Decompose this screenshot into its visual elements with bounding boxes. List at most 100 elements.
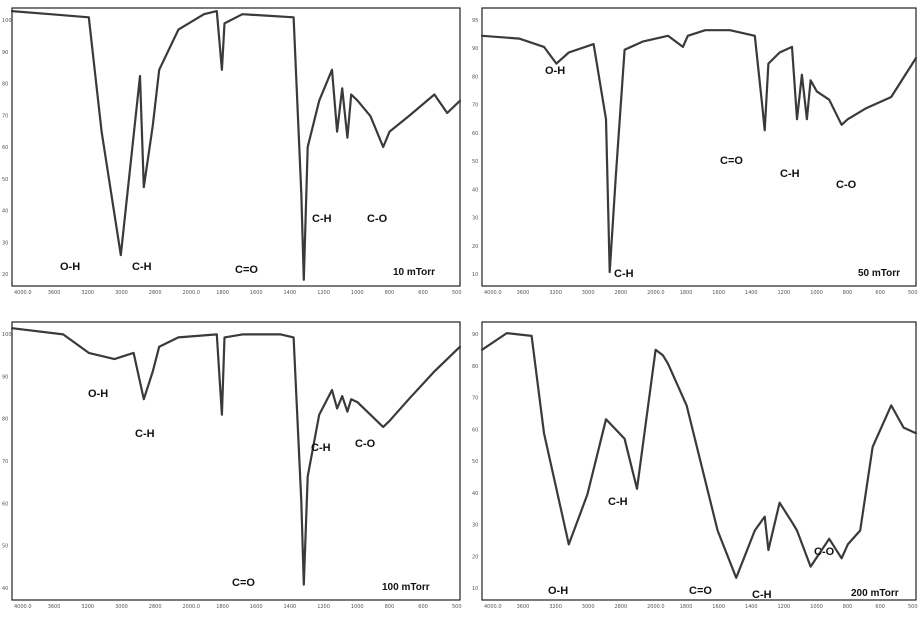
- pressure-label: 100 mTorr: [382, 582, 430, 593]
- x-tick-label: 3200: [549, 290, 562, 296]
- y-tick-label: 90: [472, 332, 478, 338]
- x-tick-label: 500: [908, 604, 918, 610]
- y-tick-label: 60: [2, 145, 8, 151]
- x-tick-label: 1400: [745, 290, 758, 296]
- x-tick-label: 3000: [115, 604, 128, 610]
- x-tick-label: 1200: [317, 604, 330, 610]
- x-tick-label: 3000: [582, 290, 595, 296]
- x-tick-label: 4000.0: [14, 604, 32, 610]
- x-tick-label: 2800: [149, 604, 162, 610]
- x-tick-label: 1400: [284, 604, 297, 610]
- x-tick-label: 4000.0: [484, 604, 502, 610]
- x-tick-labels: 4000.0 3600 3200 3000 2800 2000.0 1800 1600 1400…: [14, 290, 462, 296]
- x-tick-label: 600: [418, 604, 428, 610]
- y-tick-label: 90: [2, 50, 8, 56]
- band-label-c-o-double: C=O: [720, 155, 743, 167]
- x-tick-label: 1000: [810, 290, 823, 296]
- x-tick-label: 600: [875, 290, 885, 296]
- plot-frame: [11, 321, 461, 601]
- x-tick-label: 1800: [216, 290, 229, 296]
- x-tick-label: 1800: [680, 290, 693, 296]
- band-label-c-h: C-H: [132, 261, 152, 273]
- x-tick-label: 500: [908, 290, 918, 296]
- y-tick-label: 20: [472, 554, 478, 560]
- y-tick-label: 80: [2, 82, 8, 88]
- band-label-c-o-single: C-O: [367, 213, 388, 225]
- x-tick-label: 800: [385, 604, 395, 610]
- plot-frame: [11, 7, 461, 287]
- y-tick-label: 95: [472, 18, 478, 24]
- y-tick-labels: 100 90 80 70 60 50 40 30 20: [2, 18, 12, 278]
- x-tick-label: 3200: [549, 604, 562, 610]
- y-tick-label: 90: [2, 374, 8, 380]
- y-tick-label: 40: [2, 209, 8, 215]
- x-tick-label: 3600: [48, 604, 61, 610]
- y-tick-label: 70: [2, 459, 8, 465]
- plot-frame: [481, 321, 917, 601]
- x-tick-labels: 4000.0 3600 3200 3000 2800 2000.0 1800 1600 1400…: [14, 604, 462, 610]
- y-tick-label: 30: [472, 216, 478, 222]
- y-tick-label: 30: [2, 240, 8, 246]
- x-tick-label: 2000.0: [183, 604, 201, 610]
- y-tick-labels: 95 90 80 70 60 50 40 30 20 10: [472, 18, 478, 278]
- x-tick-label: 600: [418, 290, 428, 296]
- y-tick-label: 50: [472, 159, 478, 165]
- spectrum-panel-200-mtorr: 90 80 70 60 50 40 30 20 10 4000.0 3600 3200 3000 280…: [472, 321, 918, 610]
- x-tick-label: 1400: [284, 290, 297, 296]
- x-tick-label: 1000: [351, 604, 364, 610]
- band-label-c-h-2: C-H: [312, 213, 332, 225]
- y-tick-label: 80: [472, 364, 478, 370]
- x-tick-label: 3600: [517, 604, 530, 610]
- y-tick-label: 70: [472, 103, 478, 109]
- band-label-c-o-double: C=O: [235, 264, 258, 276]
- y-tick-label: 20: [2, 272, 8, 278]
- x-tick-label: 1200: [778, 604, 791, 610]
- band-label-c-o-double: C=O: [689, 585, 712, 597]
- spectrum-panel-10-mtorr: 100 90 80 70 60 50 40 30 20 4000.0 3600 3200 3000 28…: [2, 7, 462, 296]
- x-tick-label: 1600: [712, 290, 725, 296]
- x-tick-label: 2000.0: [183, 290, 201, 296]
- y-tick-label: 30: [472, 523, 478, 529]
- y-tick-label: 40: [2, 586, 8, 592]
- x-tick-label: 3000: [115, 290, 128, 296]
- band-label-c-h: C-H: [608, 496, 628, 508]
- x-tick-label: 1600: [250, 604, 263, 610]
- band-label-c-h-2: C-H: [752, 589, 772, 601]
- y-tick-label: 60: [472, 131, 478, 137]
- x-tick-label: 500: [452, 604, 462, 610]
- band-label-o-h: O-H: [548, 585, 568, 597]
- pressure-label: 10 mTorr: [393, 267, 435, 278]
- x-tick-labels: 4000.0 3600 3200 3000 2800 2000.0 1800 1600 1400…: [484, 290, 918, 296]
- y-tick-label: 50: [2, 544, 8, 550]
- x-tick-label: 2000.0: [647, 290, 665, 296]
- y-tick-label: 50: [472, 459, 478, 465]
- x-tick-label: 3200: [81, 290, 94, 296]
- spectrum-trace: [480, 332, 918, 579]
- x-tick-label: 1200: [317, 290, 330, 296]
- y-tick-label: 10: [472, 272, 478, 278]
- spectrum-panel-100-mtorr: 100 90 80 70 60 50 40 4000.0 3600 3200 3000 2800 20…: [2, 321, 462, 610]
- y-tick-label: 70: [472, 396, 478, 402]
- spectrum-trace: [10, 327, 462, 586]
- x-tick-label: 1200: [778, 290, 791, 296]
- pressure-label: 50 mTorr: [858, 268, 900, 279]
- y-tick-label: 80: [472, 74, 478, 80]
- spectrum-trace: [480, 29, 918, 274]
- band-label-o-h: O-H: [60, 261, 80, 273]
- x-tick-label: 3600: [48, 290, 61, 296]
- band-label-c-o-double: C=O: [232, 577, 255, 589]
- band-label-c-h-2: C-H: [780, 168, 800, 180]
- y-tick-label: 60: [2, 501, 8, 507]
- y-tick-label: 80: [2, 417, 8, 423]
- x-tick-label: 4000.0: [484, 290, 502, 296]
- y-tick-label: 10: [472, 586, 478, 592]
- x-tick-label: 1000: [351, 290, 364, 296]
- x-tick-label: 1800: [680, 604, 693, 610]
- y-tick-label: 20: [472, 244, 478, 250]
- x-tick-label: 1600: [250, 290, 263, 296]
- x-tick-labels: 4000.0 3600 3200 3000 2800 2000.0 1800 1600 1400…: [484, 604, 918, 610]
- band-label-c-h: C-H: [614, 268, 634, 280]
- band-label-c-h: C-H: [135, 428, 155, 440]
- x-tick-label: 800: [843, 604, 853, 610]
- y-tick-label: 50: [2, 177, 8, 183]
